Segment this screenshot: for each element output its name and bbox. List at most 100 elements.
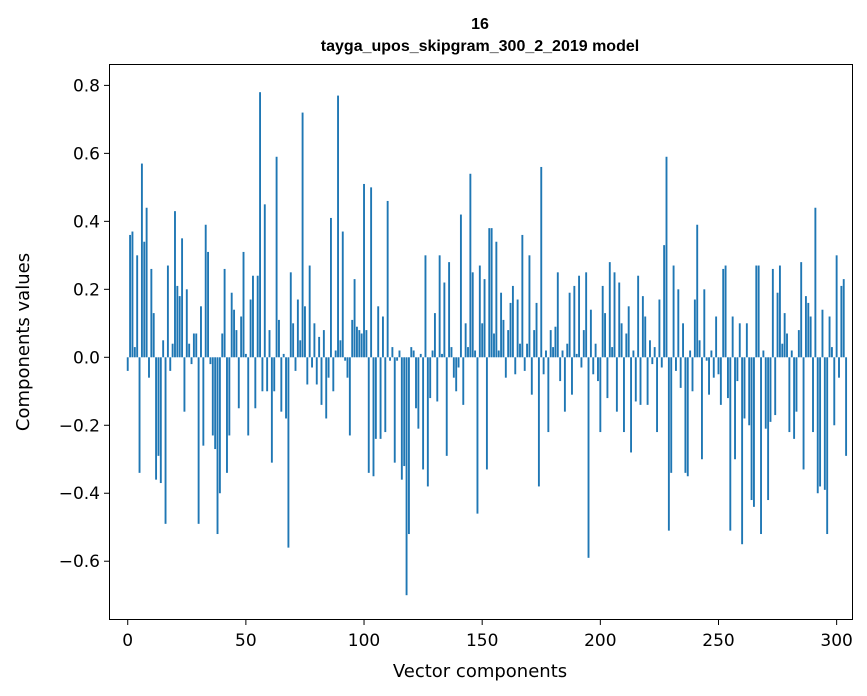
bar: [273, 357, 276, 392]
bar: [233, 309, 236, 358]
bar: [599, 357, 602, 433]
bar: [795, 357, 798, 412]
bar: [396, 357, 399, 361]
bar: [682, 323, 684, 358]
bar: [639, 357, 642, 405]
bar: [270, 357, 273, 463]
bar: [483, 279, 486, 358]
bar: [816, 357, 819, 494]
bar: [741, 357, 744, 545]
bar: [313, 323, 316, 358]
bar: [438, 255, 441, 358]
bar: [476, 357, 479, 514]
bar: [315, 357, 318, 385]
x-tick-label: 0: [122, 631, 133, 651]
bar: [594, 343, 597, 358]
bar: [436, 357, 439, 402]
bar: [367, 357, 370, 473]
bar: [769, 357, 772, 422]
bar: [552, 347, 555, 358]
bar: [561, 350, 564, 358]
bar: [209, 357, 212, 365]
bar: [698, 340, 701, 358]
bar: [566, 343, 569, 358]
bar: [797, 330, 800, 358]
bar: [214, 357, 217, 450]
bar: [192, 333, 195, 358]
bar: [731, 316, 734, 358]
bar: [814, 207, 817, 358]
bar: [467, 347, 469, 358]
bar: [545, 350, 547, 358]
bar: [389, 357, 391, 361]
bar: [540, 166, 543, 358]
bar: [294, 357, 297, 371]
bar: [424, 255, 427, 358]
bar: [722, 268, 725, 358]
bar: [556, 272, 559, 358]
bar: [341, 231, 344, 358]
plot-frame: [109, 64, 853, 620]
bar: [263, 204, 266, 358]
bar: [708, 357, 710, 395]
bar: [183, 357, 186, 412]
bar: [625, 333, 628, 358]
bar: [143, 241, 146, 358]
bar: [488, 228, 491, 358]
bar: [750, 357, 753, 501]
bar: [459, 214, 462, 358]
bar: [490, 228, 493, 358]
bar: [800, 262, 803, 358]
bar: [644, 316, 647, 358]
bar: [275, 156, 278, 358]
x-tick-label: 100: [348, 631, 380, 651]
bar: [736, 357, 739, 382]
bar: [162, 340, 165, 358]
bar: [332, 357, 335, 392]
bar: [724, 265, 727, 358]
bar: [197, 357, 200, 524]
bar: [372, 357, 375, 477]
bar: [445, 357, 448, 456]
bar: [651, 357, 654, 365]
bar: [745, 323, 748, 358]
bar: [365, 330, 368, 358]
bar: [757, 265, 760, 358]
bar: [828, 316, 831, 358]
bar: [575, 353, 578, 358]
bar: [563, 357, 566, 412]
bar: [611, 347, 614, 358]
bar: [478, 265, 481, 358]
bar: [514, 357, 517, 375]
bar: [606, 357, 609, 399]
bar: [223, 268, 226, 358]
bars-layer: [126, 92, 848, 596]
y-tick-label: 0.2: [73, 280, 100, 300]
bar: [812, 357, 814, 433]
bar: [280, 357, 283, 412]
x-tick-label: 200: [584, 631, 616, 651]
bar: [157, 357, 160, 456]
bar: [519, 343, 521, 358]
bar: [774, 357, 777, 416]
bar: [133, 347, 136, 358]
bar: [580, 357, 583, 368]
bar: [689, 350, 692, 358]
bar: [202, 357, 205, 446]
bar: [296, 299, 299, 358]
bar: [306, 357, 309, 385]
bar: [528, 255, 531, 358]
bar: [710, 350, 713, 358]
bar: [405, 357, 408, 596]
bar: [823, 357, 826, 490]
bar: [804, 296, 807, 358]
bar: [667, 357, 670, 531]
bar: [693, 299, 696, 358]
bar: [712, 357, 715, 378]
bar: [819, 357, 822, 487]
bar: [200, 306, 202, 358]
bar: [641, 296, 644, 358]
x-tick-label: 150: [466, 631, 498, 651]
bar: [776, 292, 779, 358]
bar: [188, 343, 191, 358]
